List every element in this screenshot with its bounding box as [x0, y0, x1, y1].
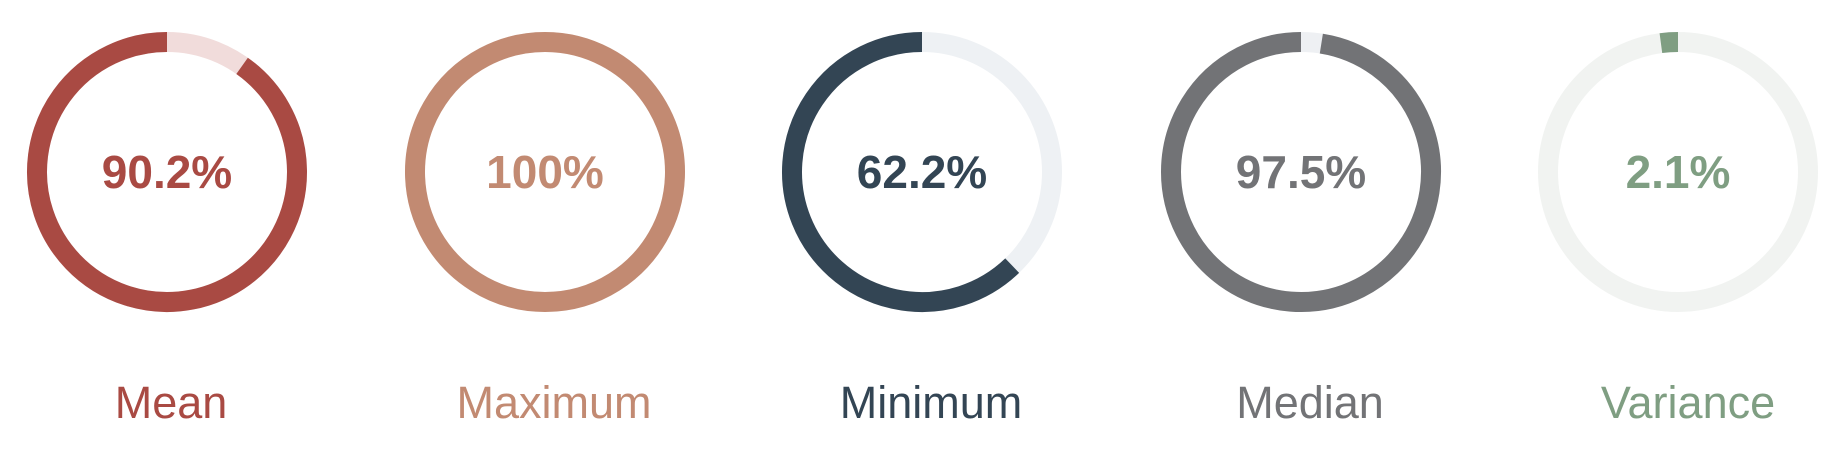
gauge-median-label: Median [1236, 377, 1384, 428]
gauge-mean-arc [27, 32, 307, 312]
gauge-variance-value: 2.1% [1626, 146, 1731, 198]
gauge-minimum-label: Minimum [839, 377, 1023, 428]
gauge-variance-arc [1659, 32, 1679, 54]
gauge-maximum-value: 100% [486, 146, 604, 198]
gauge-mean: 90.2% [27, 32, 307, 312]
gauge-maximum: 100% [405, 32, 685, 312]
gauge-mean-label: Mean [114, 377, 228, 428]
gauge-variance: 2.1% [1538, 32, 1818, 312]
gauge-minimum: 62.2% [782, 32, 1062, 312]
gauge-median-value: 97.5% [1236, 146, 1366, 198]
gauge-maximum-label: Maximum [456, 377, 652, 428]
gauge-minimum-arc [782, 32, 1020, 312]
gauge-median: 97.5% [1161, 32, 1441, 312]
gauge-variance-label: Variance [1600, 377, 1776, 428]
gauge-median-arc [1161, 32, 1441, 312]
gauge-maximum-arc [405, 32, 685, 312]
gauge-mean-value: 90.2% [102, 146, 232, 198]
gauge-minimum-value: 62.2% [857, 146, 987, 198]
